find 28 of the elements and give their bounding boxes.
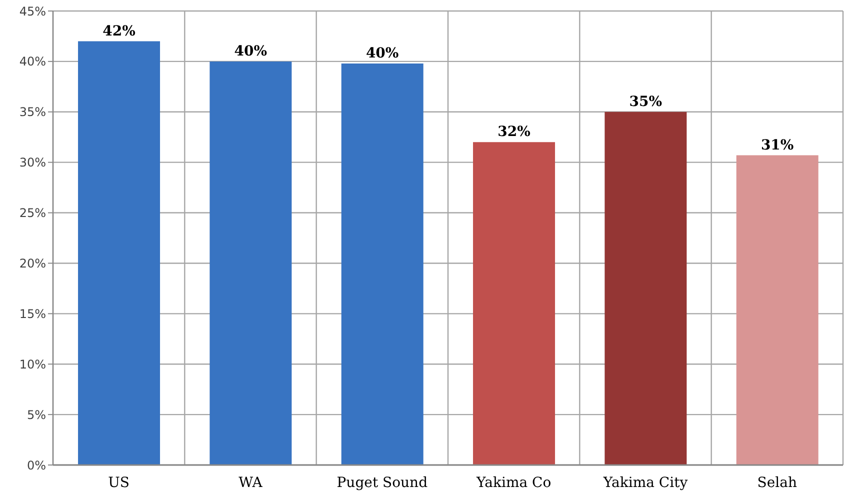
data-label: 42% bbox=[102, 23, 136, 40]
y-tick-label: 20% bbox=[19, 256, 46, 270]
y-tick-label: 25% bbox=[19, 206, 46, 220]
data-label: 40% bbox=[234, 43, 268, 60]
y-tick-label: 5% bbox=[26, 408, 46, 422]
bar bbox=[473, 142, 556, 465]
y-tick-label: 30% bbox=[19, 156, 46, 170]
bar bbox=[210, 61, 292, 465]
x-tick-label: Yakima City bbox=[602, 474, 688, 491]
data-label: 32% bbox=[498, 124, 530, 140]
y-tick-label: 10% bbox=[19, 357, 46, 372]
x-tick-label: WA bbox=[238, 474, 264, 491]
y-tick-label: 35% bbox=[19, 105, 46, 120]
y-tick-label: 45% bbox=[19, 4, 46, 18]
y-tick-label: 0% bbox=[26, 458, 46, 472]
y-tick-label: 40% bbox=[19, 54, 46, 69]
x-tick-label: Selah bbox=[757, 474, 798, 491]
bar bbox=[736, 155, 818, 465]
data-label: 31% bbox=[760, 137, 794, 154]
bar bbox=[341, 63, 424, 465]
bar bbox=[78, 41, 160, 465]
x-tick-label: Puget Sound bbox=[336, 474, 428, 491]
y-tick-label: 15% bbox=[19, 306, 46, 321]
bar bbox=[604, 112, 687, 465]
x-tick-label: US bbox=[108, 474, 130, 491]
data-label: 35% bbox=[629, 94, 662, 110]
x-tick-label: Yakima Co bbox=[475, 474, 552, 491]
data-label: 40% bbox=[366, 45, 399, 62]
